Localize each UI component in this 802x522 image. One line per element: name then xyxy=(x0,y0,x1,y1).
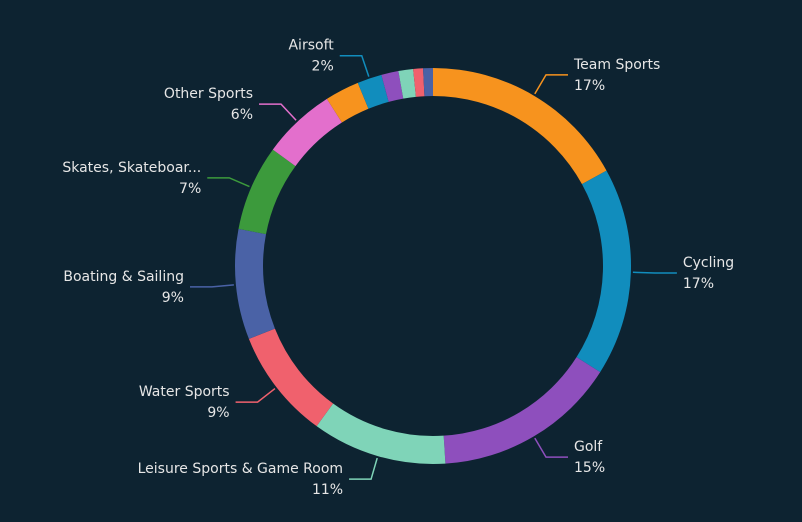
leader-line xyxy=(534,437,569,458)
slice-value-label: 9% xyxy=(162,290,184,306)
donut-slice xyxy=(272,98,342,167)
leader-line xyxy=(632,271,677,274)
slice-value-label: 11% xyxy=(312,482,343,498)
slice-value-label: 9% xyxy=(207,405,229,421)
donut-slice xyxy=(316,403,446,464)
slice-label: Team Sports xyxy=(573,57,660,73)
slice-label: Cycling xyxy=(683,255,734,271)
slice-value-label: 6% xyxy=(231,107,253,123)
donut-slice xyxy=(235,228,275,339)
donut-slice xyxy=(398,68,416,99)
leader-line xyxy=(207,177,250,188)
slice-value-label: 2% xyxy=(312,59,334,75)
donut-slice xyxy=(413,68,425,97)
slice-label: Leisure Sports & Game Room xyxy=(138,461,343,477)
donut-slice xyxy=(381,71,404,102)
donut-slice xyxy=(433,68,607,185)
slice-label: Skates, Skateboar... xyxy=(62,160,201,176)
slice-value-label: 17% xyxy=(683,276,714,292)
slice-value-label: 17% xyxy=(574,78,605,94)
leader-line xyxy=(259,103,297,121)
donut-slice xyxy=(423,68,433,97)
donut-slice xyxy=(576,170,631,373)
leader-line xyxy=(534,74,569,95)
donut-slice xyxy=(238,149,296,235)
donut-slice xyxy=(326,82,369,123)
leader-line xyxy=(189,284,234,288)
donut-slice xyxy=(357,74,389,109)
leader-line xyxy=(235,387,276,403)
leader-line xyxy=(349,457,378,480)
slice-label: Boating & Sailing xyxy=(63,269,184,285)
slice-label: Water Sports xyxy=(139,384,230,400)
slice-value-label: 7% xyxy=(179,181,201,197)
slice-label: Golf xyxy=(574,439,603,455)
slice-label: Other Sports xyxy=(164,86,253,102)
slice-value-label: 15% xyxy=(574,460,605,476)
slice-label: Airsoft xyxy=(288,38,334,54)
leader-line xyxy=(339,54,370,77)
donut-slice xyxy=(443,357,601,464)
donut-slice xyxy=(248,328,334,427)
